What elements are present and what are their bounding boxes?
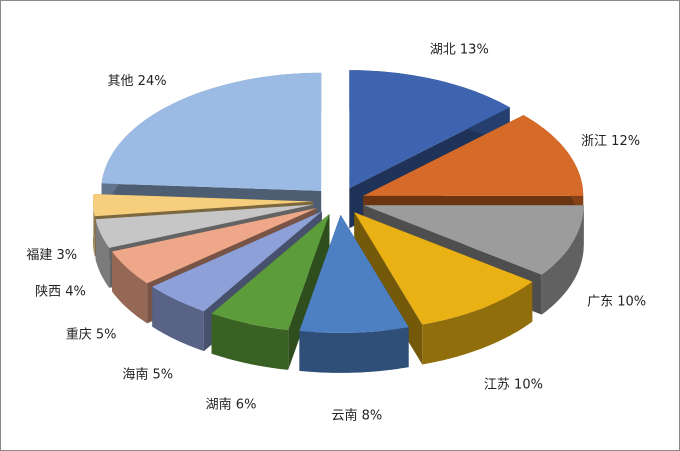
- slice-top: [101, 72, 322, 191]
- data-label-广东: 广东 10%: [587, 294, 646, 309]
- pie-slice-湖南: [211, 213, 330, 370]
- slice-side: [112, 251, 148, 324]
- slice-side: [152, 286, 204, 352]
- slice-top: [349, 70, 510, 189]
- data-label-湖南: 湖南 6%: [206, 396, 257, 412]
- slice-top: [152, 211, 322, 312]
- slice-top: [93, 194, 314, 217]
- pie-slice-云南: [299, 214, 409, 373]
- slice-top: [112, 208, 317, 284]
- data-label-云南: 云南 8%: [331, 408, 382, 424]
- data-label-湖北: 湖北 13%: [430, 43, 489, 58]
- data-label-江苏: 江苏 10%: [484, 376, 543, 392]
- slice-top: [299, 214, 409, 333]
- slice-side: [95, 219, 110, 288]
- slice-side: [211, 313, 289, 370]
- slice-side: [93, 194, 95, 257]
- slice-side: [299, 327, 409, 373]
- data-label-重庆: 重庆 5%: [66, 327, 117, 343]
- slice-top: [363, 205, 584, 275]
- pie-slice-江苏: [354, 212, 533, 365]
- data-label-其他: 其他 24%: [108, 74, 167, 89]
- slice-top: [354, 212, 533, 325]
- data-label-海南: 海南 5%: [122, 367, 173, 383]
- slice-top: [363, 115, 584, 196]
- slice-top: [95, 204, 314, 248]
- data-label-福建: 福建 3%: [26, 248, 77, 263]
- slice-top: [211, 213, 330, 330]
- slice-side: [422, 281, 533, 365]
- slice-side: [541, 205, 584, 315]
- data-label-陕西: 陕西 4%: [35, 284, 86, 299]
- data-label-浙江: 浙江 12%: [581, 134, 640, 149]
